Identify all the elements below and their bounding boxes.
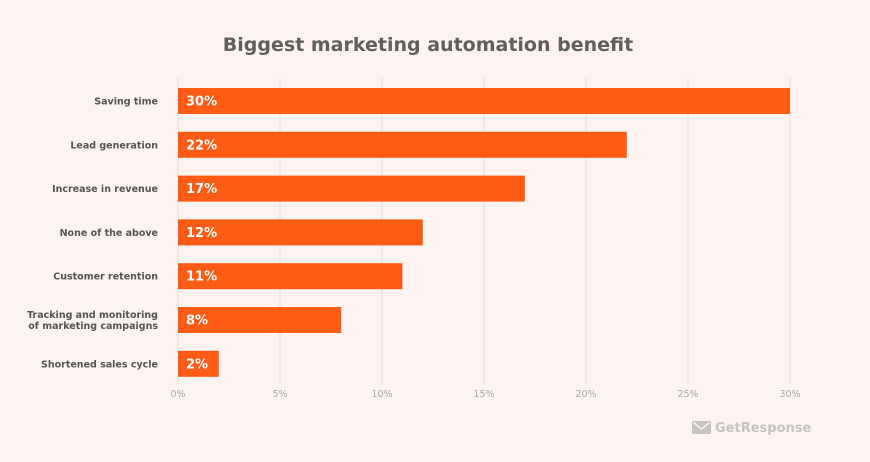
bar (178, 131, 627, 158)
data-label: 17% (186, 182, 217, 197)
brand-logo: GetResponse (692, 421, 811, 436)
category-label: Customer retention (53, 272, 158, 283)
bar (178, 88, 790, 114)
envelope-icon (692, 421, 711, 434)
category-label: Lead generation (70, 140, 158, 151)
data-label: 11% (186, 270, 217, 285)
x-axis-ticks: 0% 5% 10% 15% 20% 25% 30% (170, 389, 800, 400)
category-label: Increase in revenue (52, 184, 158, 195)
bar (178, 263, 403, 290)
x-tick-label: 15% (473, 389, 494, 400)
category-label: None of the above (60, 228, 158, 239)
category-labels: Saving time Lead generation Increase in re… (27, 97, 158, 371)
category-label: Tracking and monitoring of marketing camp… (27, 310, 158, 332)
category-label: Saving time (94, 97, 158, 108)
bars: 30% 22% 17% 12% 11% 8% 2% (178, 88, 790, 377)
bar (178, 175, 525, 202)
bar (178, 350, 219, 377)
brand-name: GetResponse (715, 421, 811, 436)
data-label: 22% (186, 138, 217, 153)
data-label: 30% (186, 95, 217, 110)
category-label: Shortened sales cycle (41, 359, 158, 370)
data-label: 8% (186, 314, 208, 329)
bar (178, 307, 342, 333)
data-label: 2% (186, 357, 208, 372)
chart-title: Biggest marketing automation benefit (223, 34, 633, 56)
x-tick-label: 10% (371, 389, 392, 400)
x-tick-label: 0% (170, 389, 185, 400)
x-tick-label: 25% (677, 389, 698, 400)
x-tick-label: 30% (779, 389, 800, 400)
x-tick-label: 20% (575, 389, 596, 400)
data-label: 12% (186, 226, 217, 241)
x-tick-label: 5% (272, 389, 287, 400)
bar (178, 219, 423, 246)
